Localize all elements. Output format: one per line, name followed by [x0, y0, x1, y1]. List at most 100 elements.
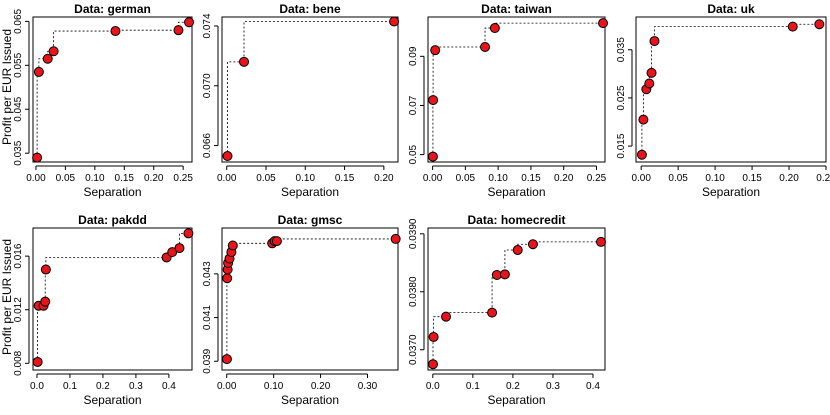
x-tick-label-uk: 0.05: [668, 173, 688, 184]
y-tick-label-uk: 0.015: [616, 133, 627, 158]
x-axis-label-taiwan: Separation: [487, 185, 545, 199]
x-tick-label-taiwan: 0.25: [587, 173, 607, 184]
panel-german: Data: german 0.00 0.05 0.10 0.15 0.20 0.25 Sepa…: [13, 2, 195, 199]
y-tick-label-homecredit: 0.0370: [408, 334, 419, 365]
data-point-homecredit: [527, 239, 538, 250]
y-tick-label-homecredit: 0.0380: [408, 276, 419, 307]
y-tick-label-german: 0.065: [13, 8, 24, 33]
data-point-uk: [638, 114, 649, 125]
step-line-gmsc: [226, 238, 396, 360]
x-tick-label-taiwan: 0.05: [456, 173, 476, 184]
data-point-gmsc: [222, 273, 233, 284]
x-tick-label-taiwan: 0.00: [423, 173, 443, 184]
plot-frame-taiwan: [427, 16, 606, 163]
panel-title-bene: Data: bene: [279, 2, 341, 16]
data-point-taiwan: [480, 41, 491, 52]
x-tick-label-uk: 0.10: [705, 173, 725, 184]
data-point-homecredit: [512, 245, 523, 256]
x-axis-label-gmsc: Separation: [281, 393, 339, 407]
y-tick-label-uk: 0.035: [616, 37, 627, 62]
y-tick-label-homecredit: 0.0390: [408, 218, 419, 249]
x-tick-label-pakdd: 0.4: [162, 381, 176, 392]
step-line-german: [36, 21, 190, 158]
y-tick-label-bene: 0.074: [202, 13, 213, 38]
plot-frame-german: [32, 16, 193, 163]
x-tick-label-uk: 0.25: [816, 173, 830, 184]
y-tick-label-taiwan: 0.09: [408, 46, 419, 66]
panel-title-uk: Data: uk: [707, 2, 755, 16]
data-point-uk: [814, 19, 825, 30]
data-point-taiwan: [430, 45, 441, 56]
y-tick-label-gmsc: 0.043: [202, 261, 213, 286]
data-point-homecredit: [428, 331, 439, 342]
step-line-bene: [227, 21, 395, 157]
y-tick-label-german: 0.055: [13, 52, 24, 77]
data-point-homecredit: [499, 269, 510, 280]
data-point-pakdd: [183, 228, 194, 239]
data-point-german: [173, 25, 184, 36]
data-point-gmsc: [221, 354, 232, 365]
data-point-uk: [636, 149, 647, 160]
x-axis-label-bene: Separation: [281, 185, 339, 199]
x-tick-label-pakdd: 0.0: [30, 381, 44, 392]
panel-gmsc: Data: gmsc 0.00 0.10 0.20 0.30 Separation 0.03…: [202, 213, 401, 407]
data-point-homecredit: [441, 311, 452, 322]
panel-title-taiwan: Data: taiwan: [481, 2, 552, 16]
y-tick-label-gmsc: 0.039: [202, 348, 213, 373]
data-point-german: [32, 152, 43, 163]
plot-frame-pakdd: [32, 227, 193, 371]
x-tick-label-uk: 0.15: [742, 173, 762, 184]
x-tick-label-taiwan: 0.20: [554, 173, 574, 184]
x-tick-label-bene: 0.20: [374, 173, 394, 184]
y-tick-label-german: 0.045: [13, 96, 24, 121]
panel-uk: Data: uk 0.00 0.05 0.10 0.15 0.20 0.25 Separati…: [616, 2, 830, 199]
x-tick-label-german: 0.10: [85, 173, 105, 184]
x-tick-label-gmsc: 0.20: [311, 381, 331, 392]
data-point-taiwan: [489, 23, 500, 34]
panel-taiwan: Data: taiwan 0.00 0.05 0.10 0.15 0.20 0.25 Sepa…: [408, 2, 609, 199]
data-point-uk: [646, 67, 657, 78]
data-point-pakdd: [32, 356, 43, 367]
x-tick-label-gmsc: 0.30: [358, 381, 378, 392]
data-point-homecredit: [595, 236, 606, 247]
x-tick-label-german: 0.25: [173, 173, 193, 184]
x-tick-label-homecredit: 0.0: [426, 381, 440, 392]
data-point-german: [110, 26, 121, 37]
data-point-taiwan: [427, 151, 438, 162]
plot-frame-bene: [221, 16, 399, 163]
panel-bene: Data: bene 0.00 0.05 0.10 0.15 0.20 Separation…: [202, 2, 400, 199]
row1-ylabel: Profit per EUR Issued: [0, 29, 14, 145]
y-tick-label-taiwan: 0.07: [408, 95, 419, 115]
x-tick-label-german: 0.20: [144, 173, 164, 184]
x-tick-label-gmsc: 0.00: [217, 381, 237, 392]
data-point-gmsc: [271, 236, 282, 247]
panel-title-gmsc: Data: gmsc: [278, 213, 343, 227]
x-tick-label-taiwan: 0.10: [488, 173, 508, 184]
plot-frame-uk: [635, 16, 827, 163]
y-tick-label-bene: 0.070: [202, 73, 213, 98]
x-axis-label-pakdd: Separation: [83, 393, 141, 407]
x-tick-label-pakdd: 0.2: [96, 381, 110, 392]
data-point-uk: [787, 21, 798, 32]
y-tick-label-bene: 0.066: [202, 133, 213, 158]
y-tick-label-pakdd: 0.008: [13, 350, 24, 375]
data-point-german: [184, 17, 195, 28]
x-tick-label-homecredit: 0.4: [586, 381, 600, 392]
x-tick-label-homecredit: 0.3: [546, 381, 560, 392]
data-point-german: [42, 53, 53, 64]
x-tick-label-pakdd: 0.1: [63, 381, 77, 392]
data-point-taiwan: [428, 95, 439, 106]
y-tick-label-pakdd: 0.016: [13, 243, 24, 268]
x-tick-label-homecredit: 0.1: [466, 381, 480, 392]
x-axis-label-homecredit: Separation: [487, 393, 545, 407]
x-tick-label-gmsc: 0.10: [264, 381, 284, 392]
y-tick-label-gmsc: 0.041: [202, 305, 213, 330]
x-axis-label-uk: Separation: [702, 185, 760, 199]
panel-homecredit: Data: homecredit 0.0 0.1 0.2 0.3 0.4 Separatio…: [408, 213, 606, 407]
x-tick-label-pakdd: 0.3: [129, 381, 143, 392]
x-tick-label-taiwan: 0.15: [521, 173, 541, 184]
y-tick-label-taiwan: 0.05: [408, 144, 419, 164]
data-point-bene: [222, 151, 233, 162]
x-tick-label-bene: 0.10: [296, 173, 316, 184]
x-tick-label-german: 0.15: [115, 173, 135, 184]
